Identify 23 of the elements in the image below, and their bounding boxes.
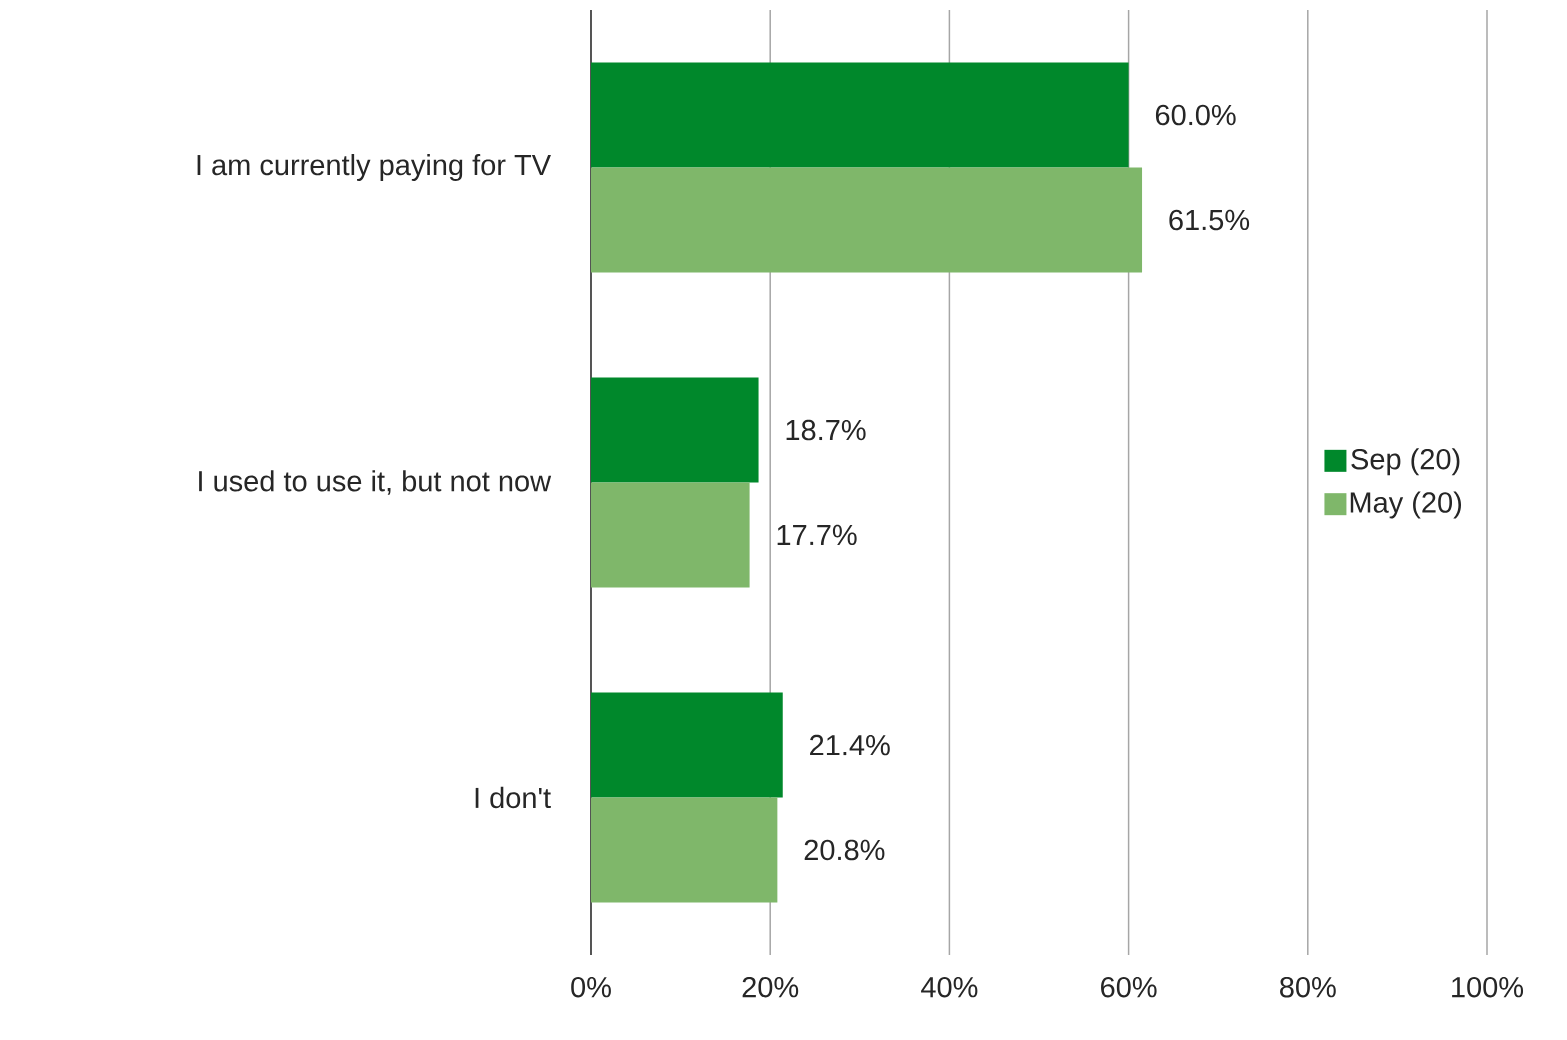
bar xyxy=(591,482,750,588)
bar xyxy=(591,167,1143,273)
data-label: 17.7% xyxy=(777,524,857,546)
bar xyxy=(591,692,783,798)
data-label: 60.0% xyxy=(1155,104,1236,126)
data-label: 20.8% xyxy=(804,839,885,861)
data-label: 61.5% xyxy=(1169,209,1250,231)
bar xyxy=(591,797,778,903)
x-tick-label: 100% xyxy=(1452,976,1524,998)
x-tick-label: 0% xyxy=(571,976,611,998)
data-label: 21.4% xyxy=(810,734,890,756)
bar xyxy=(591,377,759,483)
y-tick-label: I don't xyxy=(475,786,551,809)
data-label: 18.7% xyxy=(786,419,866,441)
legend-label: Sep (20) xyxy=(1351,448,1460,476)
x-tick-label: 40% xyxy=(921,976,978,998)
x-tick-label: 60% xyxy=(1101,976,1157,998)
x-tick-label: 80% xyxy=(1280,976,1336,998)
bar xyxy=(591,62,1129,168)
legend-label: May (20) xyxy=(1350,491,1461,519)
y-tick-label: I am currently paying for TV xyxy=(197,153,551,182)
y-tick-label: I used to use it, but not now xyxy=(199,470,552,495)
x-tick-label: 20% xyxy=(742,976,799,998)
